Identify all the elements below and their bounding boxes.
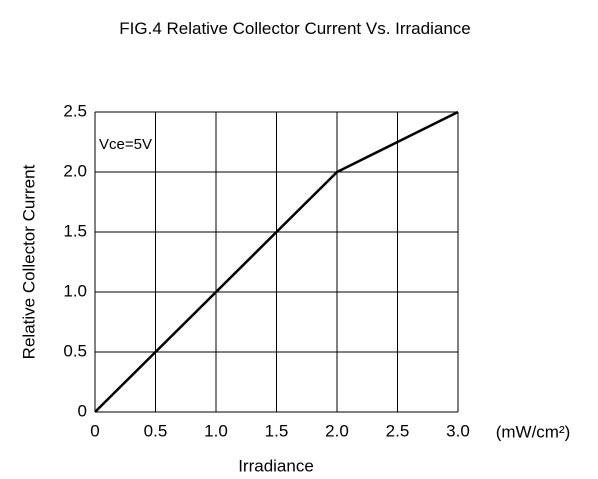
x-tick-label: 2.5 [386,421,410,440]
y-tick-label: 2.0 [63,161,87,180]
x-tick-label: 2.0 [325,421,349,440]
line [94,110,459,413]
x-tick-label: 1.0 [204,421,228,440]
chart-title: FIG.4 Relative Collector Current Vs. Irr… [119,19,471,38]
y-axis-label: Relative Collector Current [19,164,38,359]
y-tick-label: 1.0 [63,281,87,300]
annotation: Vce=5V [99,136,152,153]
x-tick-label: 1.5 [265,421,289,440]
x-tick-label: 3.0 [446,421,470,440]
x-tick-label: 0.5 [144,421,168,440]
y-tick-label: 2.5 [63,101,87,120]
y-tick-label: 1.5 [63,221,87,240]
x-axis-label: Irradiance [238,456,314,475]
x-tick-label: 0 [90,421,99,440]
y-tick-label: 0 [78,401,87,420]
y-tick-label: 0.5 [63,341,87,360]
x-unit: (mW/cm²) [496,422,571,441]
